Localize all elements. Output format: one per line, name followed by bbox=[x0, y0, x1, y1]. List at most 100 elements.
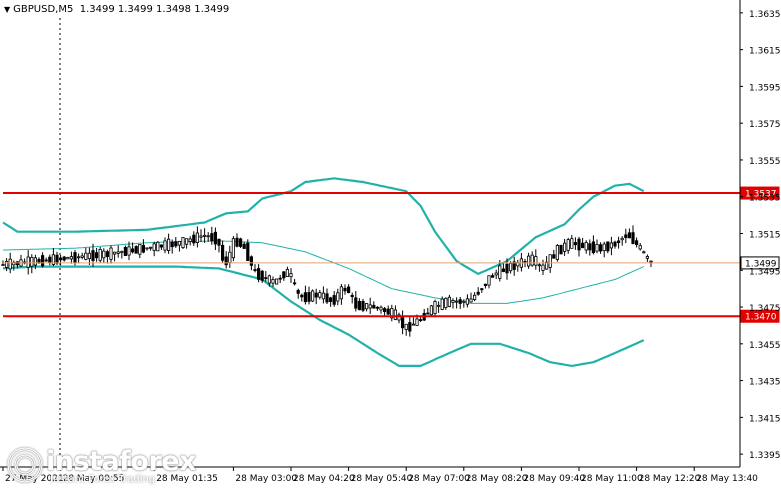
candle-body bbox=[177, 241, 181, 246]
candle-body bbox=[512, 261, 516, 270]
candle-body bbox=[188, 238, 192, 242]
candle-body bbox=[444, 297, 448, 308]
candle-body bbox=[645, 256, 650, 259]
candle-body bbox=[166, 238, 171, 251]
instaforex-logo-icon bbox=[7, 447, 43, 483]
candle-body bbox=[382, 308, 387, 313]
candle-body bbox=[8, 258, 12, 270]
candle-body bbox=[231, 238, 235, 259]
candle-body bbox=[62, 256, 66, 261]
bollinger-lower-line bbox=[2, 265, 645, 368]
candle-body bbox=[418, 319, 423, 322]
candle-body bbox=[552, 254, 556, 259]
candle-body bbox=[328, 297, 333, 302]
candle-body bbox=[102, 250, 106, 259]
candle-body bbox=[541, 264, 545, 271]
y-tick-label: 1.3575 bbox=[749, 120, 781, 130]
candle-body bbox=[213, 231, 217, 245]
candle-body bbox=[584, 242, 588, 251]
candle-body bbox=[260, 270, 264, 281]
candle-body bbox=[548, 254, 552, 268]
candle-body bbox=[566, 239, 570, 251]
candle-body bbox=[483, 283, 488, 286]
y-tick-label: 1.3435 bbox=[749, 378, 781, 388]
ohlc-readout: 1.3499 1.3499 1.3498 1.3499 bbox=[79, 4, 230, 15]
y-tick-label: 1.3455 bbox=[749, 341, 781, 351]
level-price-label: 1.3537 bbox=[745, 190, 777, 200]
candle-body bbox=[458, 299, 462, 304]
candle-body bbox=[390, 308, 394, 319]
candle-body bbox=[490, 275, 495, 278]
y-tick-label: 1.3515 bbox=[749, 231, 781, 241]
candle-body bbox=[292, 282, 297, 285]
candle-body bbox=[184, 238, 189, 245]
candle-body bbox=[256, 268, 261, 280]
candle-body bbox=[617, 240, 621, 244]
level-price-label: 1.3470 bbox=[745, 313, 777, 323]
candle-body bbox=[609, 242, 614, 249]
candle-body bbox=[588, 243, 592, 251]
x-tick-label: 28 May 08:20 bbox=[466, 474, 528, 484]
candle-body bbox=[375, 306, 380, 309]
candle-body bbox=[555, 245, 560, 260]
bollinger-middle-line bbox=[3, 240, 645, 304]
candle-body bbox=[152, 243, 156, 251]
candle-body bbox=[274, 278, 279, 285]
candle-body bbox=[429, 305, 434, 316]
x-tick-label: 28 May 11:00 bbox=[581, 474, 643, 484]
candle-body bbox=[527, 255, 531, 267]
candle-body bbox=[84, 252, 88, 260]
candle-body bbox=[120, 251, 124, 254]
candle-body bbox=[314, 292, 318, 298]
candle-body bbox=[361, 300, 365, 311]
candle-body bbox=[638, 245, 642, 250]
candle-body bbox=[138, 244, 142, 255]
candle-body bbox=[242, 243, 246, 249]
candle-body bbox=[228, 251, 232, 264]
candle-body bbox=[303, 292, 308, 303]
candle-body bbox=[192, 234, 196, 244]
candle-body bbox=[41, 255, 45, 267]
candle-body bbox=[98, 248, 102, 261]
candles bbox=[1, 225, 653, 337]
x-tick-label: 28 May 00:55 bbox=[63, 474, 125, 484]
candle-body bbox=[33, 257, 38, 266]
candle-body bbox=[501, 268, 506, 272]
candle-body bbox=[436, 304, 441, 307]
candle-body bbox=[372, 304, 376, 309]
candle-body bbox=[454, 300, 459, 303]
level-price-tag bbox=[740, 186, 780, 200]
candle-body bbox=[559, 244, 563, 255]
y-tick-label: 1.3495 bbox=[749, 267, 781, 277]
candle-body bbox=[393, 309, 398, 320]
candle-body bbox=[253, 269, 257, 271]
candle-body bbox=[404, 323, 408, 330]
candle-body bbox=[48, 256, 52, 264]
candle-body bbox=[37, 258, 41, 264]
candle-body bbox=[109, 247, 113, 260]
candle-body bbox=[87, 252, 91, 260]
candle-body bbox=[5, 260, 9, 268]
candle-body bbox=[635, 240, 639, 246]
y-tick-label: 1.3615 bbox=[749, 47, 781, 57]
candle-body bbox=[199, 235, 203, 238]
candle-body bbox=[447, 296, 452, 307]
candle-body bbox=[148, 246, 153, 249]
candle-body bbox=[534, 256, 538, 266]
collapse-triangle-icon[interactable]: ▼ bbox=[4, 5, 11, 14]
candle-body bbox=[570, 238, 574, 249]
candle-body bbox=[469, 298, 473, 303]
x-tick-label: 28 May 05:40 bbox=[351, 474, 413, 484]
candle-body bbox=[465, 298, 470, 305]
candle-body bbox=[357, 300, 362, 311]
candle-body bbox=[472, 294, 477, 300]
candle-body bbox=[195, 232, 199, 243]
candle-body bbox=[318, 292, 322, 298]
candle-body bbox=[364, 303, 369, 310]
candle-body bbox=[530, 254, 534, 266]
candle-body bbox=[307, 292, 311, 302]
candle-body bbox=[494, 272, 498, 276]
candle-body bbox=[346, 286, 351, 294]
